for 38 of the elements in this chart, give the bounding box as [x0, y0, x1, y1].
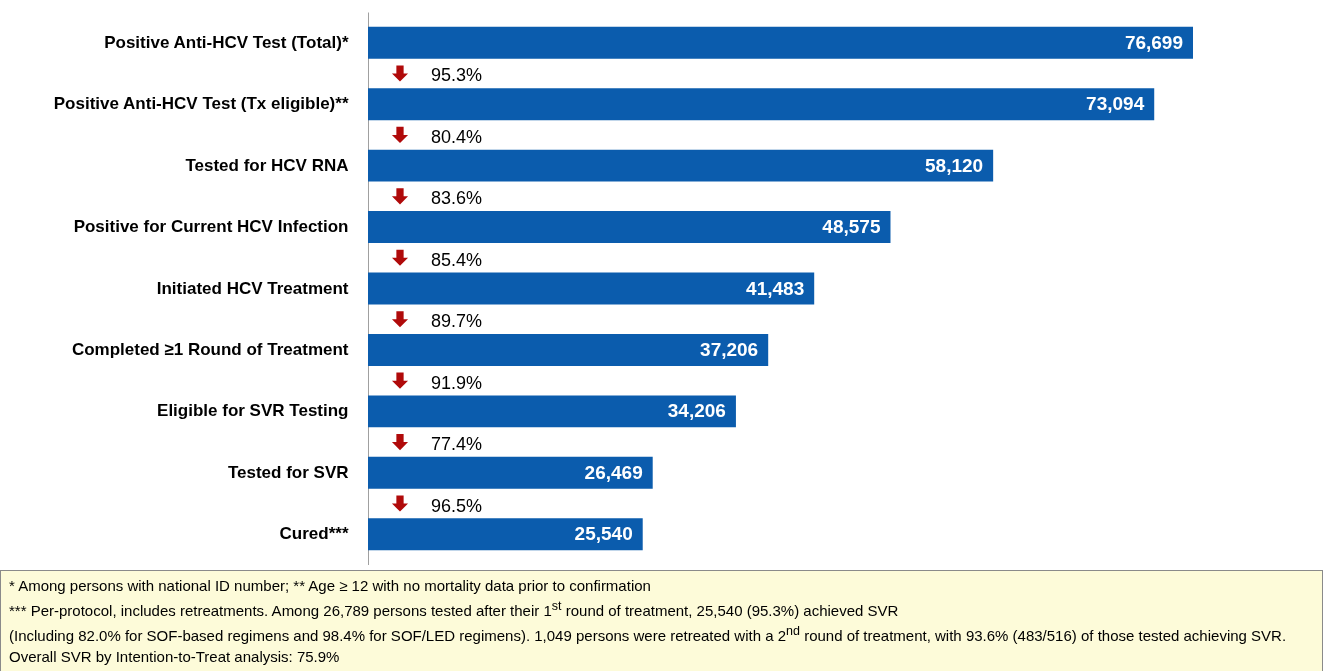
data-label: 73,094 [1086, 93, 1145, 115]
annotation: 85.4% [431, 249, 483, 270]
text: *** Per-protocol, includes retreatments. Among 26,789 persons tested after their 1$^{st}$ round of treatment, 25,540 (95.3%) achieved SVR [9, 598, 900, 621]
text: * Among persons with national ID number; ** Age ≥ 12 with no mortality data prior to confirmation [9, 576, 652, 596]
data-label: 41,483 [746, 277, 805, 299]
data-label: 37,206 [700, 338, 759, 360]
y-tick-label: Eligible for SVR Testing [157, 401, 349, 421]
bar [368, 456, 653, 489]
bar [368, 88, 1155, 121]
bar [368, 395, 736, 428]
bar [368, 149, 994, 182]
annotation: 89.7% [431, 311, 483, 332]
y-tick-label: Positive for Current HCV Infection [73, 217, 349, 237]
y-tick-label: Completed ≥1 Round of Treatment [71, 339, 349, 359]
bar [368, 272, 815, 305]
bar [368, 333, 769, 366]
annotation: 77.4% [431, 434, 483, 455]
data-label: 25,540 [574, 523, 633, 545]
bar [368, 26, 1193, 59]
text: (Including 82.0% for SOF-based regimens and 98.4% for SOF/LED regimens). 1,049 persons were retreated with a 2$^{nd}$ round of treatment, with 93.6% (483/516) of those tested achieving SVR. Overall SVR by Intention-to-Treat analysis: 75.9% [9, 624, 1287, 665]
annotation: 95.3% [431, 65, 483, 86]
data-label: 76,699 [1124, 31, 1183, 53]
y-tick-label: Tested for HCV RNA [185, 155, 349, 175]
y-tick-label: Initiated HCV Treatment [156, 278, 349, 298]
y-tick-label: Positive Anti-HCV Test (Tx eligible)** [53, 94, 349, 114]
annotation: 80.4% [431, 126, 483, 147]
annotation: 96.5% [431, 495, 483, 516]
data-label: 58,120 [925, 154, 984, 176]
data-label: 34,206 [667, 400, 726, 422]
data-label: 48,575 [822, 216, 881, 238]
bar [368, 211, 891, 244]
y-tick-label: Cured*** [279, 524, 349, 544]
y-tick-label: Tested for SVR [227, 462, 349, 482]
y-tick-label: Positive Anti-HCV Test (Total)* [104, 32, 349, 52]
annotation: 91.9% [431, 372, 483, 393]
annotation: 83.6% [431, 188, 483, 209]
data-label: 26,469 [584, 461, 643, 483]
bar [368, 518, 643, 551]
